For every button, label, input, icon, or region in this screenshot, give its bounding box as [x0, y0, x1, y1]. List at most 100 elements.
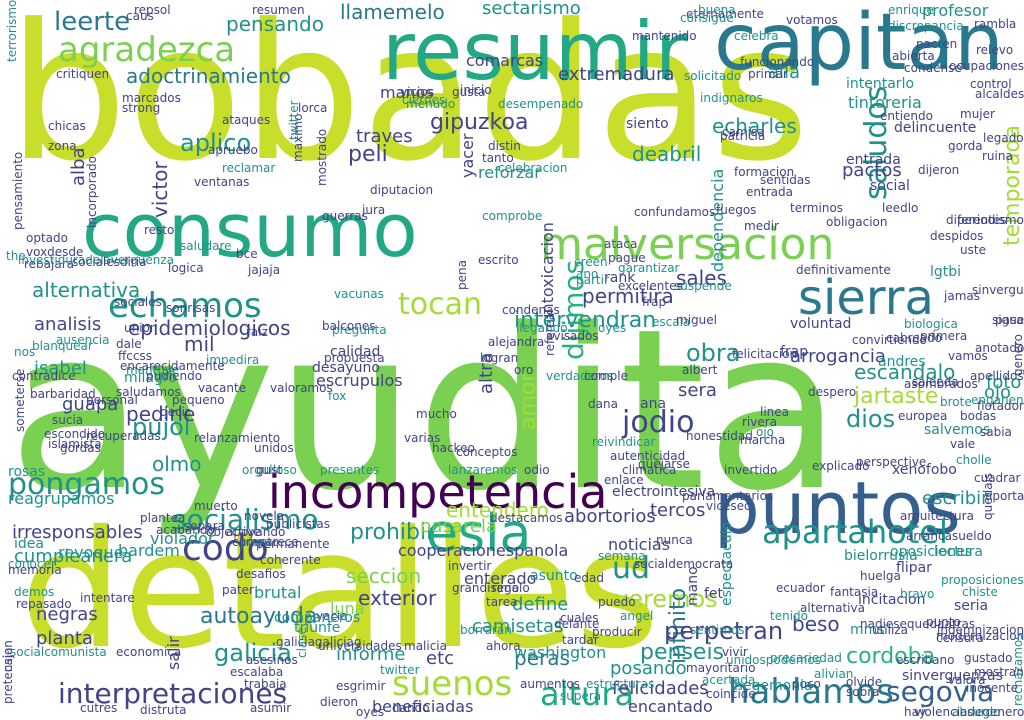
- word-65: pactos: [842, 159, 902, 181]
- word-119: bardem: [118, 541, 180, 561]
- word-181: ciernes: [402, 93, 446, 108]
- word-297: perspective: [856, 455, 927, 470]
- word-427: jamas: [944, 289, 980, 304]
- word-71: pedirle: [126, 402, 196, 426]
- word-162: seria: [954, 597, 989, 614]
- word-401: unidospodemos: [726, 653, 821, 668]
- word-352: gust: [256, 463, 283, 478]
- word-305: quejarse: [638, 457, 690, 472]
- word-228: marcados: [122, 91, 181, 106]
- word-244: valora: [948, 673, 986, 688]
- word-219: formacion: [734, 165, 795, 180]
- word-413: alternativa: [800, 601, 865, 616]
- word-186: oyes: [598, 321, 627, 336]
- word-396: producir: [592, 625, 642, 640]
- word-293: apellidos: [970, 369, 1024, 384]
- word-126: ana: [640, 395, 667, 412]
- word-425: vamos: [948, 349, 988, 364]
- word-79: felicidades: [612, 677, 709, 699]
- word-260: novela: [244, 509, 285, 524]
- word-36: ud: [612, 551, 651, 586]
- word-292: marcha: [740, 433, 786, 448]
- word-15: pongamos: [8, 467, 166, 502]
- word-257: grandisimo: [452, 581, 520, 596]
- word-266: repasado: [16, 597, 72, 612]
- word-76: arrogancia: [790, 345, 886, 367]
- word-404: alivian: [814, 667, 854, 682]
- word-10: incompetencia: [268, 465, 608, 520]
- word-34: amor: [516, 372, 541, 430]
- word-29: tocan: [398, 287, 483, 322]
- word-354: escondido: [44, 427, 106, 442]
- word-385: comple: [584, 369, 628, 384]
- word-31: intervendran: [514, 308, 657, 334]
- word-136: ffccss: [118, 349, 152, 364]
- word-37: veremos: [614, 584, 718, 613]
- word-160: incitacion: [858, 591, 926, 608]
- word-206: voxdesde: [26, 245, 84, 260]
- word-74: foto: [986, 371, 1022, 393]
- word-91: noticias: [608, 535, 671, 555]
- word-75: sera: [678, 379, 717, 401]
- word-131: lectura: [934, 543, 983, 560]
- word-179: asunto: [530, 567, 578, 584]
- word-154: miguel: [676, 313, 717, 328]
- word-166: triunfe: [294, 619, 341, 636]
- word-330: zona: [48, 139, 77, 154]
- word-318: obligacion: [826, 215, 888, 230]
- word-6: agradezca: [58, 29, 236, 70]
- word-84: irresponsables: [12, 521, 143, 543]
- word-42: galicia: [214, 638, 292, 667]
- word-349: sucia: [52, 413, 84, 428]
- word-72: guapa: [62, 393, 119, 415]
- word-146: buena: [698, 3, 736, 18]
- word-167: vacia: [316, 609, 348, 624]
- word-416: huelga: [860, 569, 901, 584]
- word-247: hackeo: [432, 441, 475, 456]
- word-419: aporta: [985, 489, 1024, 504]
- word-248: verdaderos: [546, 369, 614, 384]
- word-311: partir: [576, 273, 609, 288]
- word-191: puedo: [598, 595, 636, 610]
- word-130: oposiciones: [890, 543, 973, 560]
- word-272: enganen: [971, 393, 1024, 408]
- word-341: socialesdiria: [72, 255, 147, 270]
- word-170: angel: [620, 609, 654, 624]
- word-262: acabando: [156, 523, 215, 538]
- word-313: pague: [608, 251, 646, 266]
- word-25: adoctrinamiento: [126, 64, 291, 88]
- word-19: hablamos: [728, 671, 894, 712]
- word-46: cordoba: [846, 644, 936, 670]
- word-325: ocupaciones: [949, 59, 1024, 74]
- word-322: entiendo: [880, 109, 933, 124]
- word-263: conocer: [8, 557, 56, 572]
- word-288: escribano: [896, 653, 955, 668]
- word-379: explicado: [812, 459, 870, 474]
- word-67: peli: [348, 142, 388, 168]
- word-3: consumo: [82, 187, 418, 274]
- word-223: definitivamente: [796, 263, 891, 278]
- word-32: obra: [686, 338, 741, 367]
- word-114: social: [870, 177, 910, 194]
- word-195: pregunta: [332, 323, 387, 338]
- word-433: ruina: [982, 149, 1013, 164]
- word-45: exterior: [358, 586, 437, 610]
- word-282: bravo: [900, 587, 935, 602]
- word-278: hay: [904, 705, 927, 720]
- word-367: malicia: [404, 639, 447, 654]
- word-140: oro: [514, 363, 534, 378]
- word-227: strong: [122, 101, 161, 116]
- word-209: escrito: [478, 253, 519, 268]
- word-285: modernizacion: [936, 629, 1024, 644]
- word-438: control: [970, 77, 1012, 92]
- word-356: pudiendo: [146, 369, 203, 384]
- word-386: parlamentarios: [682, 489, 774, 504]
- word-265: intentare: [80, 591, 135, 606]
- word-232: patricia: [720, 129, 766, 144]
- word-17: suenos: [392, 663, 513, 704]
- word-21: apartahotel: [762, 513, 948, 552]
- word-110: profesor: [922, 1, 989, 21]
- word-40: penseis: [640, 640, 725, 666]
- word-203: avisados: [546, 329, 599, 344]
- word-156: sinverguenzas: [902, 667, 1003, 684]
